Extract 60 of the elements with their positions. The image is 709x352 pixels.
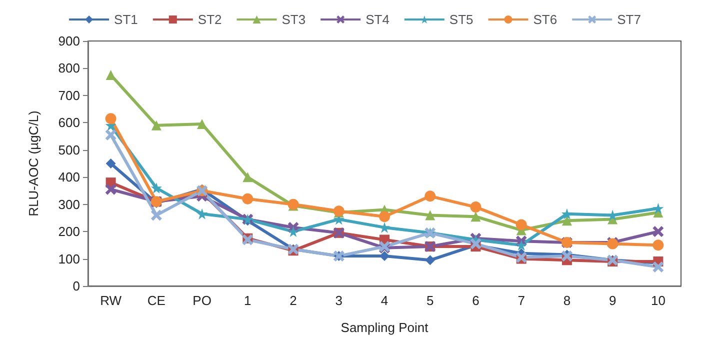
point [105, 129, 116, 140]
y-tick-label: 600 [58, 115, 80, 130]
point [652, 240, 664, 251]
point [242, 172, 253, 182]
point [425, 255, 436, 266]
point [379, 211, 390, 222]
x-tick-label: CE [147, 293, 166, 308]
x-tick-label: 3 [335, 293, 342, 308]
point [470, 212, 481, 222]
point [242, 193, 254, 204]
x-tick-label: PO [192, 293, 212, 308]
y-tick-label: 0 [72, 278, 80, 294]
point [424, 190, 436, 202]
y-tick-label: 800 [58, 60, 80, 76]
legend-label: ST1 [114, 12, 138, 27]
point [105, 113, 116, 124]
point [150, 210, 162, 221]
x-tick-label: 8 [563, 293, 571, 308]
legend-label: ST2 [198, 12, 222, 27]
y-axis-title: RLU-AOC (µgC/L) [26, 110, 41, 216]
x-tick-label: 5 [426, 293, 434, 308]
legend-label: ST5 [449, 12, 474, 27]
point [288, 226, 299, 238]
point [470, 202, 482, 213]
y-tick-label: 300 [58, 196, 80, 212]
point [380, 251, 390, 262]
y-tick-label: 900 [58, 34, 80, 48]
point [652, 226, 664, 238]
legend-label: ST4 [366, 12, 390, 27]
legend-label: ST7 [617, 12, 641, 27]
x-tick-label: 2 [290, 293, 297, 308]
x-tick-label: 10 [650, 293, 666, 308]
y-tick-label: 200 [58, 224, 80, 240]
point [105, 184, 116, 195]
legend-label: ST3 [282, 12, 306, 27]
point [652, 202, 664, 214]
point [516, 240, 527, 251]
y-tick-label: 500 [58, 142, 80, 158]
point [151, 120, 162, 130]
point [150, 182, 162, 194]
point [196, 208, 208, 220]
y-tick-label: 100 [58, 251, 80, 266]
point [106, 158, 116, 168]
x-tick-label: RW [100, 293, 122, 308]
x-tick-label: 9 [608, 293, 616, 308]
x-tick-label: 1 [244, 293, 252, 308]
point [106, 70, 116, 80]
legend-label: ST6 [533, 12, 558, 27]
x-tick-label: 4 [380, 293, 388, 308]
point [652, 261, 664, 272]
point [561, 208, 572, 220]
point [197, 119, 208, 130]
point [516, 219, 527, 230]
y-tick-label: 400 [58, 170, 80, 185]
point [562, 216, 572, 226]
y-tick-label: 700 [58, 88, 80, 103]
x-tick-label: 6 [472, 293, 480, 308]
x-tick-label: 7 [518, 293, 525, 308]
x-axis-title: Sampling Point [340, 320, 429, 335]
point [425, 210, 436, 220]
